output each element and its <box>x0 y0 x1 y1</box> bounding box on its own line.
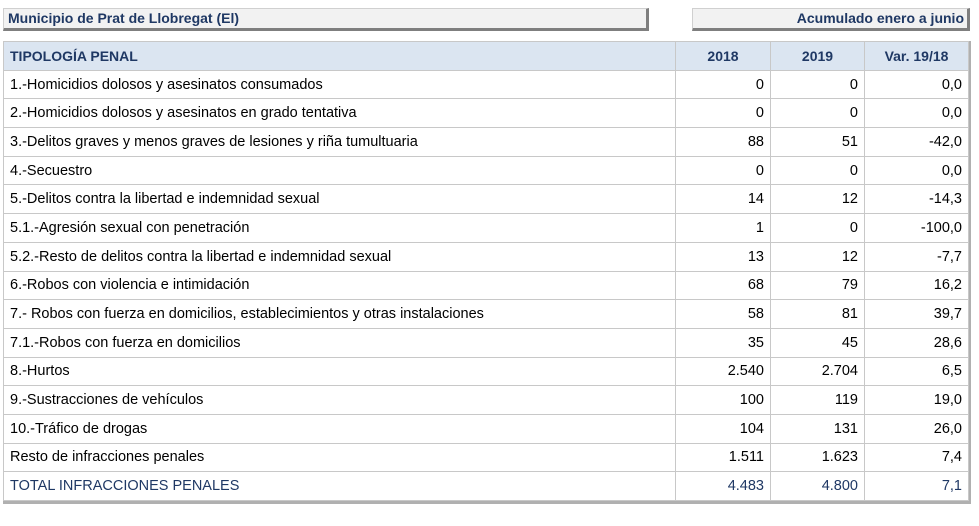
table-row: 5.-Delitos contra la libertad e indemnid… <box>3 184 969 215</box>
cell-tipologia: 1.-Homicidios dolosos y asesinatos consu… <box>3 69 676 100</box>
cell-variation: 0,0 <box>864 69 969 100</box>
cell-2018: 0 <box>675 98 771 129</box>
cell-tipologia: 5.-Delitos contra la libertad e indemnid… <box>3 184 676 215</box>
cell-variation: 28,6 <box>864 327 969 358</box>
cell-tipologia: 9.-Sustracciones de vehículos <box>3 385 676 415</box>
cell-variation: 39,7 <box>864 299 969 329</box>
cell-2018: 58 <box>675 299 771 329</box>
table-row: 2.-Homicidios dolosos y asesinatos en gr… <box>3 98 969 129</box>
cell-2018: 2.540 <box>675 356 771 387</box>
cell-2019: 45 <box>770 327 865 358</box>
col-header-tipologia: TIPOLOGÍA PENAL <box>3 41 676 71</box>
cell-2018: 68 <box>675 270 771 301</box>
cell-2018: 4.483 <box>675 471 771 501</box>
cell-2018: 0 <box>675 69 771 100</box>
cell-2018: 13 <box>675 241 771 272</box>
table-row: 10.-Tráfico de drogas 104 131 26,0 <box>3 413 969 444</box>
cell-variation: 7,1 <box>864 471 969 501</box>
cell-2019: 51 <box>770 127 865 157</box>
cell-variation: 0,0 <box>864 98 969 129</box>
cell-2018: 1.511 <box>675 442 771 473</box>
table-row: 4.-Secuestro 0 0 0,0 <box>3 155 969 186</box>
table-row: Resto de infracciones penales 1.511 1.623 7… <box>3 442 969 473</box>
col-header-variation: Var. 19/18 <box>864 41 969 71</box>
table-row: 5.1.-Agresión sexual con penetración 1 0 -1… <box>3 213 969 243</box>
cell-tipologia: 8.-Hurtos <box>3 356 676 387</box>
cell-variation: -42,0 <box>864 127 969 157</box>
table-row: 8.-Hurtos 2.540 2.704 6,5 <box>3 356 969 387</box>
cell-2019: 131 <box>770 413 865 444</box>
table-row: 1.-Homicidios dolosos y asesinatos consu… <box>3 69 969 100</box>
cell-tipologia: 7.1.-Robos con fuerza en domicilios <box>3 327 676 358</box>
table-row: 6.-Robos con violencia e intimidación 68 7… <box>3 270 969 301</box>
table-row: 7.1.-Robos con fuerza en domicilios 35 45 2… <box>3 327 969 358</box>
cell-tipologia: TOTAL INFRACCIONES PENALES <box>3 471 676 501</box>
cell-2018: 88 <box>675 127 771 157</box>
cell-2019: 0 <box>770 69 865 100</box>
period-label: Acumulado enero a junio <box>692 8 970 31</box>
cell-2018: 104 <box>675 413 771 444</box>
cell-variation: 6,5 <box>864 356 969 387</box>
cell-tipologia: Resto de infracciones penales <box>3 442 676 473</box>
cell-2019: 79 <box>770 270 865 301</box>
table-row: 3.-Delitos graves y menos graves de lesi… <box>3 127 969 157</box>
table-row: 7.- Robos con fuerza en domicilios, esta… <box>3 299 969 329</box>
cell-2019: 119 <box>770 385 865 415</box>
cell-2019: 0 <box>770 155 865 186</box>
cell-2019: 2.704 <box>770 356 865 387</box>
cell-2018: 14 <box>675 184 771 215</box>
cell-tipologia: 4.-Secuestro <box>3 155 676 186</box>
table-total-row: TOTAL INFRACCIONES PENALES 4.483 4.800 7,1 <box>3 471 969 501</box>
cell-tipologia: 5.2.-Resto de delitos contra la libertad… <box>3 241 676 272</box>
cell-tipologia: 2.-Homicidios dolosos y asesinatos en gr… <box>3 98 676 129</box>
cell-2019: 0 <box>770 213 865 243</box>
cell-tipologia: 7.- Robos con fuerza en domicilios, esta… <box>3 299 676 329</box>
crime-table: TIPOLOGÍA PENAL 2018 2019 Var. 19/18 1.-… <box>3 41 969 501</box>
cell-2019: 81 <box>770 299 865 329</box>
cell-variation: 16,2 <box>864 270 969 301</box>
cell-variation: -14,3 <box>864 184 969 215</box>
cell-2019: 0 <box>770 98 865 129</box>
cell-2018: 100 <box>675 385 771 415</box>
cell-2019: 4.800 <box>770 471 865 501</box>
table-row: 9.-Sustracciones de vehículos 100 119 19,0 <box>3 385 969 415</box>
col-header-2018: 2018 <box>675 41 771 71</box>
cell-tipologia: 10.-Tráfico de drogas <box>3 413 676 444</box>
cell-variation: 19,0 <box>864 385 969 415</box>
cell-2019: 12 <box>770 241 865 272</box>
municipality-title: Municipio de Prat de Llobregat (El) <box>3 8 649 31</box>
col-header-2019: 2019 <box>770 41 865 71</box>
cell-2018: 0 <box>675 155 771 186</box>
cell-tipologia: 3.-Delitos graves y menos graves de lesi… <box>3 127 676 157</box>
cell-2019: 12 <box>770 184 865 215</box>
cell-variation: 0,0 <box>864 155 969 186</box>
cell-tipologia: 5.1.-Agresión sexual con penetración <box>3 213 676 243</box>
cell-2018: 1 <box>675 213 771 243</box>
table-header-row: TIPOLOGÍA PENAL 2018 2019 Var. 19/18 <box>3 41 969 71</box>
table-body: 1.-Homicidios dolosos y asesinatos consu… <box>3 69 969 501</box>
cell-2019: 1.623 <box>770 442 865 473</box>
cell-2018: 35 <box>675 327 771 358</box>
table-row: 5.2.-Resto de delitos contra la libertad… <box>3 241 969 272</box>
cell-tipologia: 6.-Robos con violencia e intimidación <box>3 270 676 301</box>
cell-variation: 7,4 <box>864 442 969 473</box>
cell-variation: 26,0 <box>864 413 969 444</box>
crime-table-container: TIPOLOGÍA PENAL 2018 2019 Var. 19/18 1.-… <box>3 41 971 504</box>
cell-variation: -7,7 <box>864 241 969 272</box>
cell-variation: -100,0 <box>864 213 969 243</box>
